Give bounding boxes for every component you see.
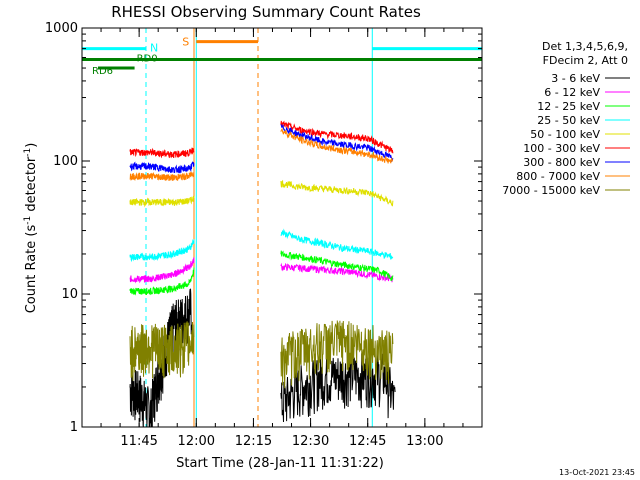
series-line-7-post	[280, 127, 394, 164]
legend-label-6: 300 - 800 keV	[523, 156, 600, 169]
legend-label-4: 50 - 100 keV	[530, 128, 600, 141]
series-line-8-pre	[129, 321, 195, 381]
y-axis-label: Count Rate (s-1 detector-1)	[23, 143, 39, 314]
x-tick-label-3: 12:30	[292, 434, 329, 449]
x-tick-label-2: 12:15	[235, 434, 272, 449]
legend-label-5: 100 - 300 keV	[523, 142, 600, 155]
y-tick-label-0: 1	[70, 420, 78, 435]
series-line-0-post	[280, 352, 396, 423]
chart-title: RHESSI Observing Summary Count Rates	[111, 3, 421, 21]
y-axis-label-end: detector	[24, 156, 39, 216]
rd6-flag-label: RD6	[92, 66, 113, 77]
legend-header-line-1: Det 1,3,4,5,6,9,	[542, 40, 628, 53]
night-flag-label: N	[150, 42, 158, 55]
saa-flag-label: S	[182, 36, 189, 49]
series-line-5-pre	[129, 147, 195, 159]
series-line-4-pre	[129, 195, 195, 208]
x-axis-label: Start Time (28-Jan-11 11:31:22)	[176, 456, 384, 471]
series-line-5-post	[280, 120, 394, 154]
series-line-3-pre	[129, 239, 195, 263]
series-line-2-post	[280, 250, 394, 281]
legend-label-8: 7000 - 15000 keV	[502, 184, 600, 197]
y-axis-label-sup2: -1	[23, 148, 33, 157]
series-line-3-post	[280, 228, 394, 260]
legend-header-line-2: FDecim 2, Att 0	[543, 54, 628, 67]
plot-area: N S RD0 RD6	[81, 28, 483, 428]
legend-label-7: 800 - 7000 keV	[516, 170, 600, 183]
x-tick-label-0: 11:45	[120, 434, 157, 449]
legend-label-1: 6 - 12 keV	[544, 86, 600, 99]
y-axis: 1 10 100 1000	[45, 21, 482, 435]
series-line-8-post	[280, 320, 394, 389]
series-line-1-pre	[129, 257, 195, 284]
legend-label-2: 12 - 25 keV	[537, 100, 600, 113]
rd0-flag-label: RD0	[137, 53, 158, 64]
series-line-2-pre	[129, 267, 195, 296]
y-axis-label-main: Count Rate (s	[24, 225, 39, 314]
y-tick-label-3: 1000	[45, 21, 78, 36]
y-axis-label-close: )	[24, 143, 39, 148]
series-line-6-pre	[129, 161, 195, 174]
y-tick-label-2: 100	[53, 154, 78, 169]
y-tick-label-1: 10	[61, 287, 78, 302]
footer-date: 13-Oct-2021 23:45	[559, 468, 635, 477]
x-tick-label-4: 12:45	[349, 434, 386, 449]
legend-label-0: 3 - 6 keV	[551, 72, 600, 85]
series-line-6-post	[280, 124, 394, 163]
plot-frame	[81, 27, 483, 428]
legend-label-3: 25 - 50 keV	[537, 114, 600, 127]
x-tick-label-5: 13:00	[406, 434, 443, 449]
series-line-1-post	[280, 262, 394, 283]
x-tick-label-1: 12:00	[178, 434, 215, 449]
series-line-4-post	[280, 179, 394, 207]
x-axis: 11:45 12:00 12:15 12:30 12:45 13:00	[81, 28, 483, 449]
y-axis-label-sup: -1	[23, 216, 33, 225]
series-line-7-pre	[129, 170, 195, 182]
